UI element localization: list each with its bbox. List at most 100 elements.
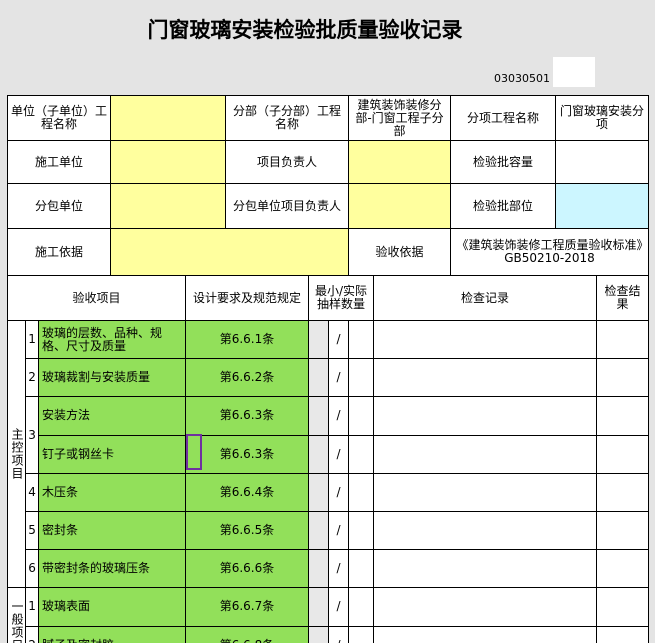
sample-slash: / [328, 320, 349, 360]
sample-actual [348, 320, 374, 360]
check-result [596, 358, 649, 398]
item-name: 玻璃的层数、品种、规格、尺寸及质量 [38, 320, 186, 360]
sample-min [308, 511, 329, 551]
label: 分包单位项目负责人 [225, 183, 349, 229]
item-spec: 第6.6.2条 [185, 358, 309, 398]
item-no: 1 [25, 320, 39, 360]
item-spec: 第6.6.1条 [185, 320, 309, 360]
label: 检验批容量 [450, 140, 556, 184]
sample-min [308, 358, 329, 398]
sample-slash: / [328, 396, 349, 436]
header-cell: 设计要求及规范规定 [185, 275, 309, 321]
item-spec: 第6.6.4条 [185, 472, 309, 512]
sample-slash: / [328, 625, 349, 643]
sample-min [308, 472, 329, 512]
item-no: 6 [25, 549, 39, 589]
label: 建筑装饰装修分部-门窗工程子分部 [348, 95, 451, 141]
group-label: 一般项目 [7, 587, 26, 643]
item-name: 玻璃表面 [38, 587, 186, 627]
item-spec: 第6.6.6条 [185, 549, 309, 589]
input [555, 140, 649, 184]
check-record [373, 549, 597, 589]
item-no: 2 [25, 625, 39, 643]
sample-actual [348, 434, 374, 474]
label: 验收依据 [348, 228, 451, 276]
sample-min [308, 320, 329, 360]
sample-actual [348, 396, 374, 436]
title: 门窗玻璃安装检验批质量验收记录 [147, 17, 463, 42]
item-spec: 第6.6.8条 [185, 625, 309, 643]
item-name: 钉子或钢丝卡 [38, 434, 186, 474]
group-label: 主控项目 [7, 320, 26, 589]
selection [186, 434, 202, 470]
item-spec: 第6.6.3条 [185, 434, 309, 474]
item-name: 带密封条的玻璃压条 [38, 549, 186, 589]
check-result [596, 549, 649, 589]
sample-actual [348, 587, 374, 627]
input [110, 183, 226, 229]
check-result [596, 320, 649, 360]
check-result [596, 472, 649, 512]
item-name: 腻子及密封胶 [38, 625, 186, 643]
item-name: 木压条 [38, 472, 186, 512]
item-spec: 第6.6.5条 [185, 511, 309, 551]
sample-min [308, 434, 329, 474]
check-result [596, 434, 649, 474]
check-result [596, 625, 649, 643]
sample-slash: / [328, 358, 349, 398]
item-spec: 第6.6.3条 [185, 396, 309, 436]
label: 分项工程名称 [450, 95, 556, 141]
code: 03030501 [494, 72, 550, 85]
check-result [596, 396, 649, 436]
check-record [373, 396, 597, 436]
label: 分包单位 [7, 183, 111, 229]
input [110, 228, 349, 276]
header-cell: 最小/实际抽样数量 [308, 275, 374, 321]
item-no: 5 [25, 511, 39, 551]
sample-min [308, 396, 329, 436]
sample-actual [348, 358, 374, 398]
sample-actual [348, 625, 374, 643]
input [348, 183, 451, 229]
header-cell: 检查记录 [373, 275, 597, 321]
sample-slash: / [328, 472, 349, 512]
header-cell: 验收项目 [7, 275, 186, 321]
check-record [373, 472, 597, 512]
sample-actual [348, 472, 374, 512]
sample-slash: / [328, 587, 349, 627]
check-record [373, 434, 597, 474]
code-box [553, 57, 595, 87]
sample-min [308, 625, 329, 643]
input [110, 140, 226, 184]
sample-slash: / [328, 434, 349, 474]
check-record [373, 625, 597, 643]
header-cell: 检查结果 [596, 275, 649, 321]
label: 分部（子分部）工程名称 [225, 95, 349, 141]
sample-slash: / [328, 511, 349, 551]
item-name: 玻璃裁割与安装质量 [38, 358, 186, 398]
input [555, 183, 649, 229]
label: 门窗玻璃安装分项 [555, 95, 649, 141]
item-name: 安装方法 [38, 396, 186, 436]
label: 检验批部位 [450, 183, 556, 229]
input [110, 95, 226, 141]
sample-min [308, 549, 329, 589]
input [348, 140, 451, 184]
label: 项目负责人 [225, 140, 349, 184]
check-record [373, 511, 597, 551]
label: 施工单位 [7, 140, 111, 184]
label: 施工依据 [7, 228, 111, 276]
item-no: 4 [25, 472, 39, 512]
item-no: 2 [25, 358, 39, 398]
label: 单位（子单位）工程名称 [7, 95, 111, 141]
label: 《建筑装饰装修工程质量验收标准》GB50210-2018 [450, 228, 649, 276]
check-record [373, 320, 597, 360]
check-result [596, 587, 649, 627]
sample-actual [348, 549, 374, 589]
sample-min [308, 587, 329, 627]
item-spec: 第6.6.7条 [185, 587, 309, 627]
item-name: 密封条 [38, 511, 186, 551]
sample-slash: / [328, 549, 349, 589]
check-record [373, 587, 597, 627]
